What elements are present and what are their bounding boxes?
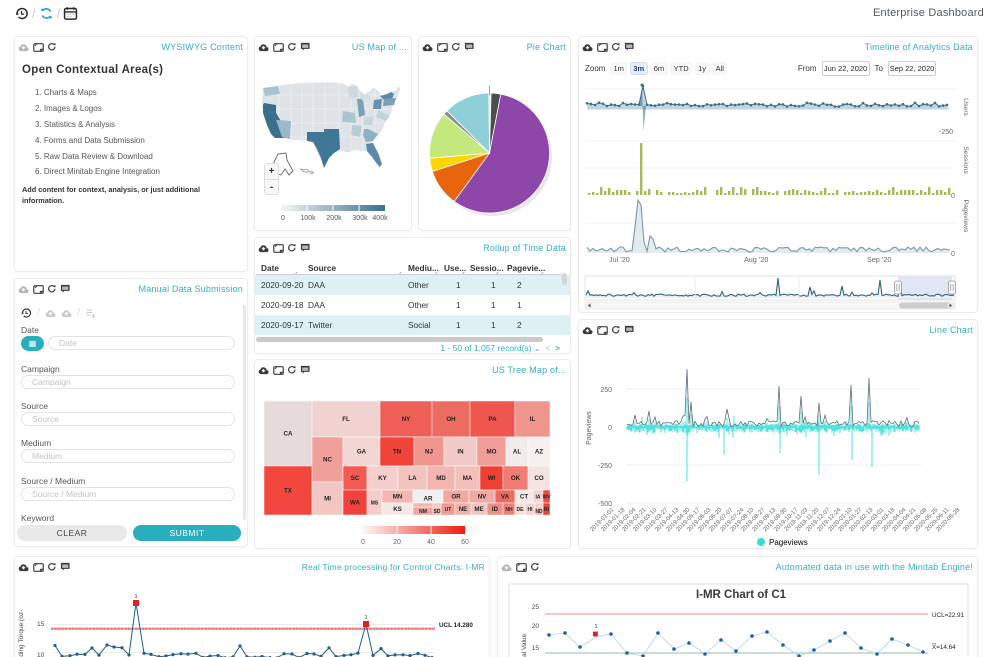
- svg-text:Pageviews: Pageviews: [962, 200, 969, 233]
- svg-text:TN: TN: [393, 449, 402, 456]
- svg-text:200k: 200k: [326, 215, 342, 222]
- svg-text:NJ: NJ: [425, 449, 433, 456]
- svg-text:1: 1: [364, 615, 367, 621]
- svg-text:10: 10: [37, 652, 45, 657]
- svg-text:IA: IA: [536, 495, 541, 501]
- svg-text:CT: CT: [520, 494, 528, 501]
- svg-text:250: 250: [600, 387, 612, 394]
- svg-text:HI: HI: [528, 507, 534, 513]
- svg-text:OH: OH: [446, 416, 456, 423]
- svg-text:20: 20: [393, 539, 401, 546]
- svg-text:15: 15: [532, 645, 540, 652]
- svg-text:KY: KY: [378, 475, 387, 482]
- svg-text:WV: WV: [542, 495, 551, 501]
- svg-text:Users: Users: [962, 98, 969, 116]
- svg-text:VA: VA: [501, 494, 510, 501]
- svg-text:NH: NH: [505, 507, 513, 513]
- svg-text:MD: MD: [436, 475, 446, 482]
- svg-text:Pageviews: Pageviews: [769, 538, 808, 547]
- svg-text:1: 1: [594, 624, 597, 630]
- svg-text:Sep ’20: Sep ’20: [867, 255, 891, 264]
- svg-text:-500: -500: [598, 501, 612, 508]
- svg-text:CO: CO: [534, 475, 543, 482]
- svg-text:WA: WA: [350, 500, 360, 507]
- svg-text:60: 60: [461, 539, 469, 546]
- svg-text:Sessions: Sessions: [962, 146, 969, 174]
- svg-text:0: 0: [361, 539, 365, 546]
- svg-text:UCL 14.280: UCL 14.280: [439, 622, 473, 629]
- svg-text:AZ: AZ: [535, 449, 543, 456]
- svg-text:MA: MA: [463, 475, 473, 482]
- svg-text:MO: MO: [487, 449, 497, 456]
- svg-text:TX: TX: [284, 488, 293, 495]
- svg-text:400k: 400k: [372, 215, 388, 222]
- svg-text:KS: KS: [393, 506, 402, 513]
- svg-text:X̅=14.64: X̅=14.64: [932, 643, 956, 651]
- svg-text:FL: FL: [342, 416, 350, 423]
- svg-text:Aug ’20: Aug ’20: [744, 255, 768, 264]
- svg-text:NE: NE: [459, 506, 468, 513]
- svg-text:15: 15: [37, 621, 45, 628]
- svg-text:ME: ME: [474, 506, 483, 513]
- svg-text:ading Torque (oz-: ading Torque (oz-: [18, 610, 25, 657]
- svg-text:DE: DE: [517, 507, 525, 513]
- svg-text:OK: OK: [511, 475, 521, 482]
- svg-text:MI: MI: [324, 496, 331, 503]
- svg-text:OR: OR: [451, 494, 461, 501]
- svg-text:NV: NV: [478, 494, 487, 501]
- svg-text:UT: UT: [445, 507, 452, 513]
- svg-text:MN: MN: [393, 494, 403, 501]
- svg-text:GA: GA: [357, 449, 367, 456]
- svg-text:0: 0: [608, 425, 612, 432]
- svg-text:AL: AL: [513, 449, 521, 456]
- svg-text:300k: 300k: [352, 215, 368, 222]
- svg-text:SD: SD: [434, 509, 441, 515]
- svg-text:NM: NM: [419, 509, 427, 515]
- svg-text:IL: IL: [530, 416, 536, 423]
- svg-text:Pageviews: Pageviews: [586, 411, 593, 445]
- svg-text:ID: ID: [492, 506, 499, 513]
- svg-text:-250: -250: [598, 463, 612, 470]
- svg-text:LA: LA: [408, 475, 417, 482]
- svg-text:IN: IN: [457, 449, 464, 456]
- svg-text:CA: CA: [284, 431, 293, 438]
- svg-text:I-MR Chart of C1: I-MR Chart of C1: [696, 589, 787, 601]
- svg-text:0: 0: [951, 193, 955, 200]
- svg-text:100k: 100k: [300, 215, 316, 222]
- svg-text:WI: WI: [488, 475, 496, 482]
- svg-text:NY: NY: [402, 416, 411, 423]
- svg-text:-250: -250: [939, 129, 953, 136]
- svg-text:SC: SC: [351, 475, 360, 482]
- svg-text:0: 0: [951, 251, 955, 258]
- svg-text:PA: PA: [488, 416, 497, 423]
- svg-text:0: 0: [281, 215, 285, 222]
- svg-text:Jul ’20: Jul ’20: [609, 255, 630, 264]
- svg-text:25: 25: [532, 604, 540, 611]
- svg-text:1: 1: [134, 594, 137, 600]
- svg-text:UCL=22.91: UCL=22.91: [932, 612, 965, 619]
- svg-text:RI: RI: [544, 507, 550, 513]
- svg-text:MS: MS: [371, 501, 379, 507]
- svg-text:AR: AR: [424, 496, 433, 503]
- svg-text:dual Value: dual Value: [521, 634, 528, 657]
- svg-text:40: 40: [427, 539, 435, 546]
- svg-text:NC: NC: [323, 457, 332, 464]
- svg-text:ND: ND: [535, 509, 543, 515]
- svg-text:20: 20: [532, 623, 540, 630]
